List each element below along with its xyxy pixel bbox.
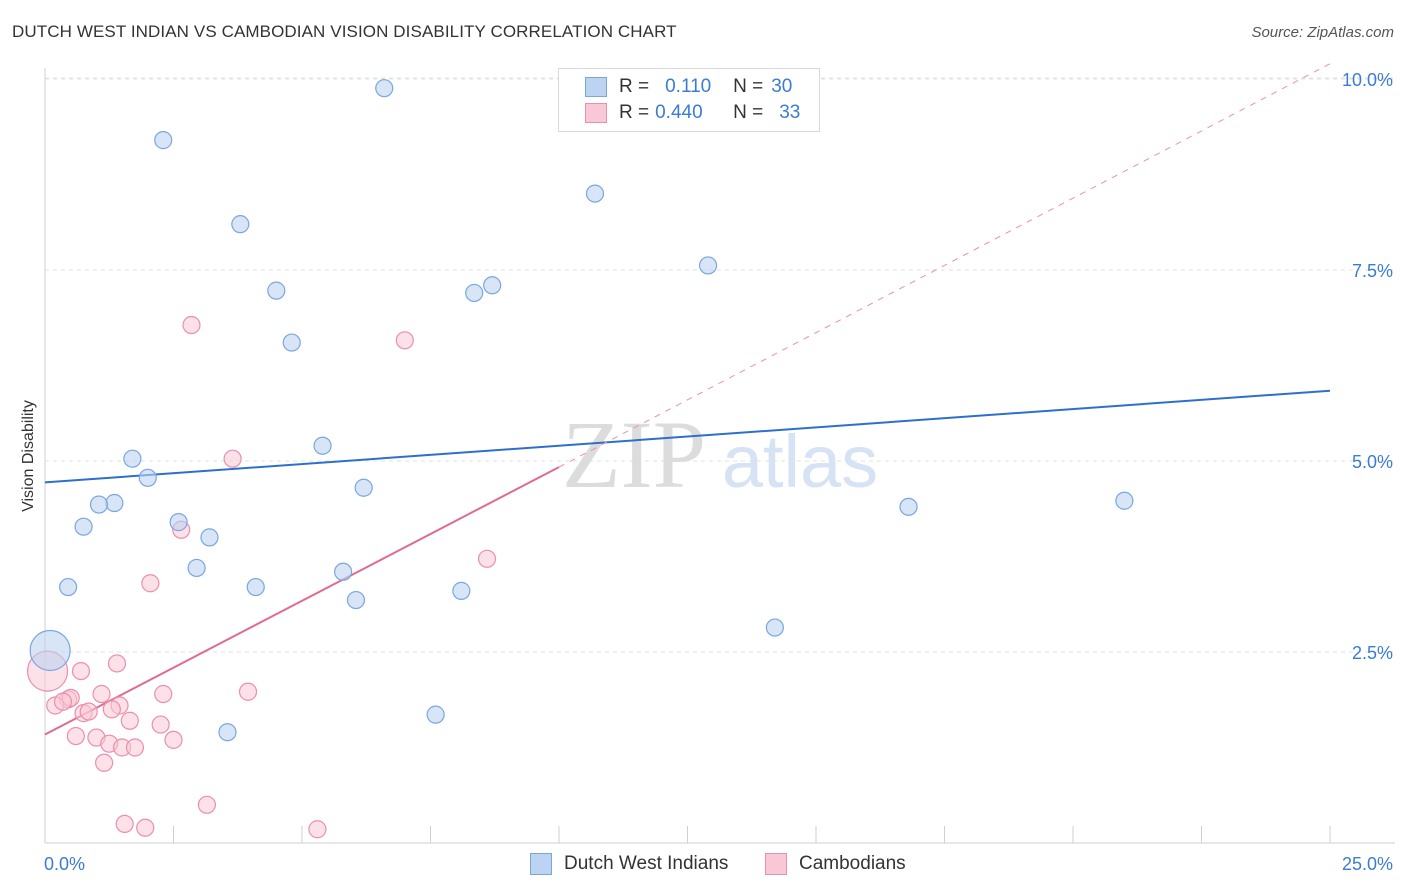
point-dutch-west-indians: [29, 629, 71, 672]
trend-lines: [44, 63, 1331, 736]
point-cambodians: [477, 549, 497, 568]
point-cambodians: [154, 684, 173, 704]
y-tick-label: 5.0%: [1352, 452, 1393, 472]
legend-label-cambodians: Cambodians: [799, 853, 906, 874]
point-dutch-west-indians: [138, 468, 157, 487]
point-dutch-west-indians: [59, 577, 78, 597]
point-dutch-west-indians: [354, 478, 373, 497]
point-dutch-west-indians: [765, 618, 784, 637]
point-dutch-west-indians: [105, 493, 124, 513]
point-dutch-west-indians: [375, 79, 394, 98]
watermark-zip: ZIP: [562, 401, 706, 508]
point-dutch-west-indians: [698, 256, 718, 275]
point-dutch-west-indians: [218, 723, 237, 742]
tick-labels: 2.5% 5.0% 7.5% 10.0% 0.0% 25.0%: [44, 70, 1393, 874]
y-tick-label: 2.5%: [1352, 643, 1393, 663]
legend-swatch-blue: [530, 853, 552, 875]
point-cambodians: [238, 682, 258, 701]
point-dutch-west-indians: [426, 705, 445, 724]
point-cambodians: [197, 795, 217, 814]
point-dutch-west-indians: [246, 577, 265, 597]
point-dutch-west-indians: [74, 517, 93, 536]
point-cambodians: [92, 684, 111, 704]
legend-n-value: 33: [779, 102, 801, 123]
y-tick-label: 10.0%: [1342, 70, 1393, 90]
point-cambodians: [102, 700, 121, 719]
point-cambodians: [125, 738, 145, 757]
point-cambodians: [164, 730, 183, 749]
legend-item-cambodians: Cambodians: [765, 851, 906, 877]
legend-n-label: N =: [733, 76, 764, 97]
point-cambodians: [136, 818, 155, 837]
legend-r-value: 0.440: [655, 102, 703, 123]
point-dutch-west-indians: [346, 590, 366, 610]
data-points: [26, 79, 1134, 839]
point-dutch-west-indians: [154, 131, 173, 150]
watermark: ZIP atlas: [562, 401, 878, 508]
legend-r-label: R =: [619, 102, 650, 123]
y-tick-label: 7.5%: [1352, 261, 1393, 281]
point-cambodians: [182, 315, 201, 335]
point-cambodians: [66, 726, 85, 746]
legend-swatch-pink: [765, 853, 787, 875]
watermark-atlas: atlas: [722, 420, 878, 503]
legend-label-dutch-west-indians: Dutch West Indians: [564, 853, 729, 874]
point-dutch-west-indians: [231, 215, 250, 234]
point-dutch-west-indians: [200, 528, 219, 547]
legend-swatch-pink: [585, 103, 607, 123]
point-dutch-west-indians: [123, 449, 142, 468]
legend-r-value: 0.110: [665, 76, 712, 97]
point-dutch-west-indians: [187, 558, 206, 578]
source-label: Source: ZipAtlas.com: [1251, 24, 1394, 41]
legend-row-cambodian: R = 0.440 N = 33: [585, 101, 800, 125]
point-dutch-west-indians: [1115, 491, 1134, 510]
point-dutch-west-indians: [313, 436, 332, 455]
trendline-dutch-west-indians: [44, 389, 1331, 484]
legend-swatch-blue: [585, 77, 607, 97]
point-dutch-west-indians: [585, 184, 605, 203]
point-dutch-west-indians: [452, 581, 471, 600]
point-dutch-west-indians: [282, 333, 301, 352]
legend-row-dutch: R = 0.110 N = 30: [585, 75, 792, 99]
point-cambodians: [71, 661, 91, 681]
point-dutch-west-indians: [465, 283, 484, 303]
trendline-cambodians: [44, 466, 560, 736]
point-cambodians: [107, 654, 127, 673]
legend-r-label: R =: [619, 76, 650, 97]
point-dutch-west-indians: [334, 562, 353, 581]
point-cambodians: [79, 702, 98, 721]
point-cambodians: [141, 574, 160, 593]
point-dutch-west-indians: [899, 497, 918, 516]
chart-title: DUTCH WEST INDIAN VS CAMBODIAN VISION DI…: [12, 22, 677, 41]
point-cambodians: [151, 715, 170, 734]
point-cambodians: [395, 331, 414, 350]
legend-item-dutch-west-indians: Dutch West Indians: [530, 851, 728, 877]
point-cambodians: [115, 814, 134, 834]
legend-n-label: N =: [733, 102, 764, 123]
stats-legend: R = 0.110 N = 30 R = 0.440 N = 33: [558, 68, 820, 132]
point-cambodians: [120, 711, 139, 730]
point-dutch-west-indians: [483, 276, 502, 295]
trendline-cambodians-extension: [558, 63, 1331, 468]
point-cambodians: [95, 753, 114, 772]
point-cambodians: [223, 449, 242, 468]
point-dutch-west-indians: [89, 495, 109, 514]
point-dutch-west-indians: [267, 281, 286, 300]
grid-lines: [45, 77, 1395, 653]
x-tick-label: 0.0%: [44, 854, 85, 874]
axes: [44, 68, 1395, 844]
legend-n-value: 30: [771, 76, 793, 97]
point-dutch-west-indians: [169, 513, 188, 532]
point-cambodians: [53, 692, 73, 711]
x-tick-label: 25.0%: [1342, 854, 1393, 874]
point-cambodians: [308, 820, 327, 839]
